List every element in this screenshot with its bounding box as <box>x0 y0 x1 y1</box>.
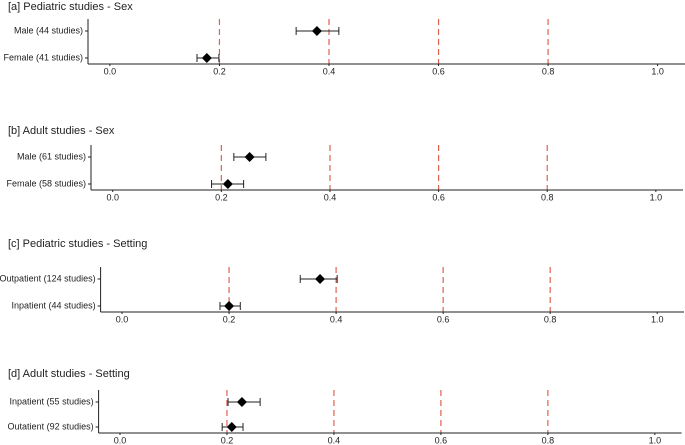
panel-title: [a] Pediatric studies - Sex <box>8 1 133 13</box>
y-tick-label: Male (44 studies) <box>14 25 83 35</box>
point-estimate <box>201 53 212 63</box>
x-tick-label: 0.2 <box>213 66 226 76</box>
panel-title: [c] Pediatric studies - Setting <box>8 238 147 250</box>
point-estimate <box>311 26 322 36</box>
x-tick-label: 0.2 <box>221 435 234 445</box>
x-tick-label: 0.2 <box>223 314 236 324</box>
x-tick-label: 0.6 <box>432 192 445 202</box>
y-tick-label: Inpatient (55 studies) <box>10 396 94 406</box>
x-tick-label: 0.0 <box>106 192 119 202</box>
x-tick-label: 0.6 <box>435 435 448 445</box>
y-tick-label: Outpatient (124 studies) <box>0 273 96 283</box>
point-estimate <box>236 397 247 407</box>
x-tick-label: 0.4 <box>330 314 343 324</box>
y-tick-label: Inpatient (44 studies) <box>12 300 96 310</box>
x-tick-label: 0.4 <box>328 435 341 445</box>
y-tick-label: Outatient (92 studies) <box>8 421 94 431</box>
x-tick-label: 0.0 <box>104 66 117 76</box>
point-estimate <box>244 152 255 162</box>
x-tick-label: 0.2 <box>215 192 228 202</box>
x-tick-label: 0.6 <box>437 314 450 324</box>
panel-title: [d] Adult studies - Setting <box>8 368 130 380</box>
y-tick-label: Female (58 studies) <box>6 178 86 188</box>
point-estimate <box>226 422 237 432</box>
x-tick-label: 0.8 <box>542 66 555 76</box>
point-estimate <box>224 301 235 311</box>
x-tick-label: 0.8 <box>542 435 555 445</box>
x-tick-label: 0.6 <box>432 66 445 76</box>
y-tick-label: Male (61 studies) <box>17 151 86 161</box>
x-tick-label: 1.0 <box>650 192 663 202</box>
x-tick-label: 0.0 <box>116 314 129 324</box>
x-tick-label: 1.0 <box>649 435 662 445</box>
x-tick-label: 1.0 <box>651 314 664 324</box>
point-estimate <box>222 179 233 189</box>
x-tick-label: 0.8 <box>541 192 554 202</box>
y-tick-label: Female (41 studies) <box>3 52 83 62</box>
point-estimate <box>315 274 326 284</box>
x-tick-label: 0.4 <box>324 192 337 202</box>
x-tick-label: 0.4 <box>323 66 336 76</box>
panel-title: [b] Adult studies - Sex <box>8 125 115 137</box>
x-tick-label: 0.8 <box>544 314 557 324</box>
x-tick-label: 0.0 <box>114 435 127 445</box>
x-tick-label: 1.0 <box>651 66 664 76</box>
